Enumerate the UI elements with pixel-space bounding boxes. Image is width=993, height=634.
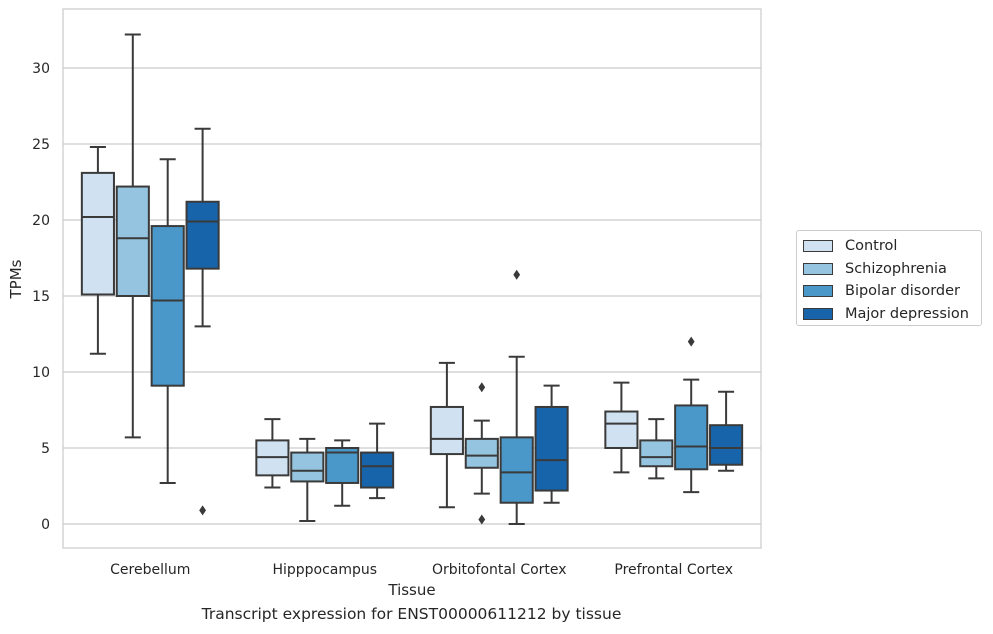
legend-label: Control (845, 238, 898, 255)
box-iqr (534, 405, 569, 492)
legend-swatch (803, 240, 833, 253)
box-control (80, 146, 115, 355)
outlier-point (478, 514, 486, 525)
y-tick-label: 20 (32, 213, 50, 229)
box-control (255, 418, 290, 489)
legend-swatch (803, 285, 833, 298)
box-iqr (115, 185, 150, 297)
box-bipolar-disorder (674, 336, 709, 494)
y-axis-ticks: 0 5 10 15 20 25 30 (32, 61, 50, 533)
box-major-depression (360, 422, 395, 500)
box-iqr (360, 451, 395, 489)
x-axis-label: Tissue (387, 581, 435, 599)
y-tick-label: 5 (41, 441, 50, 457)
box-bipolar-disorder (150, 158, 185, 484)
legend-swatch (803, 262, 833, 275)
box-bipolar-disorder (325, 439, 360, 507)
legend-item: Schizophrenia (803, 258, 981, 281)
legend-item: Bipolar disorder (803, 280, 981, 303)
box-iqr (499, 436, 534, 504)
outlier-point (478, 382, 486, 393)
box-iqr (639, 439, 674, 468)
box-schizophrenia (639, 418, 674, 480)
box-iqr (604, 410, 639, 449)
box-schizophrenia (290, 437, 325, 522)
box-major-depression (534, 384, 569, 504)
x-tick-label: Hipppocampus (272, 562, 377, 578)
y-tick-label: 25 (32, 137, 50, 153)
legend-label: Major depression (845, 305, 969, 322)
outlier-point (687, 336, 695, 347)
x-tick-label: Orbitofontal Cortex (432, 562, 567, 578)
legend-label: Bipolar disorder (845, 283, 960, 300)
legend-swatch (803, 307, 833, 320)
y-axis-label: TPMs (7, 259, 25, 299)
box-iqr (464, 437, 499, 469)
y-tick-label: 0 (41, 517, 50, 533)
box-iqr (80, 171, 115, 296)
legend: Control Schizophrenia Bipolar disorder Majo… (796, 230, 982, 326)
box-iqr (429, 405, 464, 456)
outlier-point (513, 269, 521, 280)
box-series (80, 33, 744, 525)
box-major-depression (709, 390, 744, 472)
box-bipolar-disorder (499, 269, 534, 525)
y-tick-label: 10 (32, 365, 50, 381)
box-iqr (325, 447, 360, 484)
box-iqr (150, 225, 185, 387)
box-iqr (674, 404, 709, 471)
x-tick-label: Prefrontal Cortex (614, 562, 733, 578)
x-tick-label: Cerebellum (110, 562, 190, 578)
box-schizophrenia (115, 33, 150, 439)
box-major-depression (185, 127, 220, 516)
box-control (604, 381, 639, 474)
outlier-point (199, 505, 206, 516)
legend-item: Major depression (803, 303, 981, 326)
box-iqr (185, 200, 220, 270)
legend-label: Schizophrenia (845, 260, 947, 277)
chart-caption: Transcript expression for ENST0000061121… (201, 605, 622, 623)
y-tick-label: 30 (32, 61, 50, 77)
x-axis-ticks: Cerebellum Hipppocampus Orbitofontal Corte… (110, 562, 733, 578)
box-iqr (290, 451, 325, 483)
box-control (429, 361, 464, 509)
box-schizophrenia (464, 382, 499, 525)
y-tick-label: 15 (32, 289, 50, 305)
legend-item: Control (803, 235, 981, 258)
box-iqr (709, 424, 744, 466)
